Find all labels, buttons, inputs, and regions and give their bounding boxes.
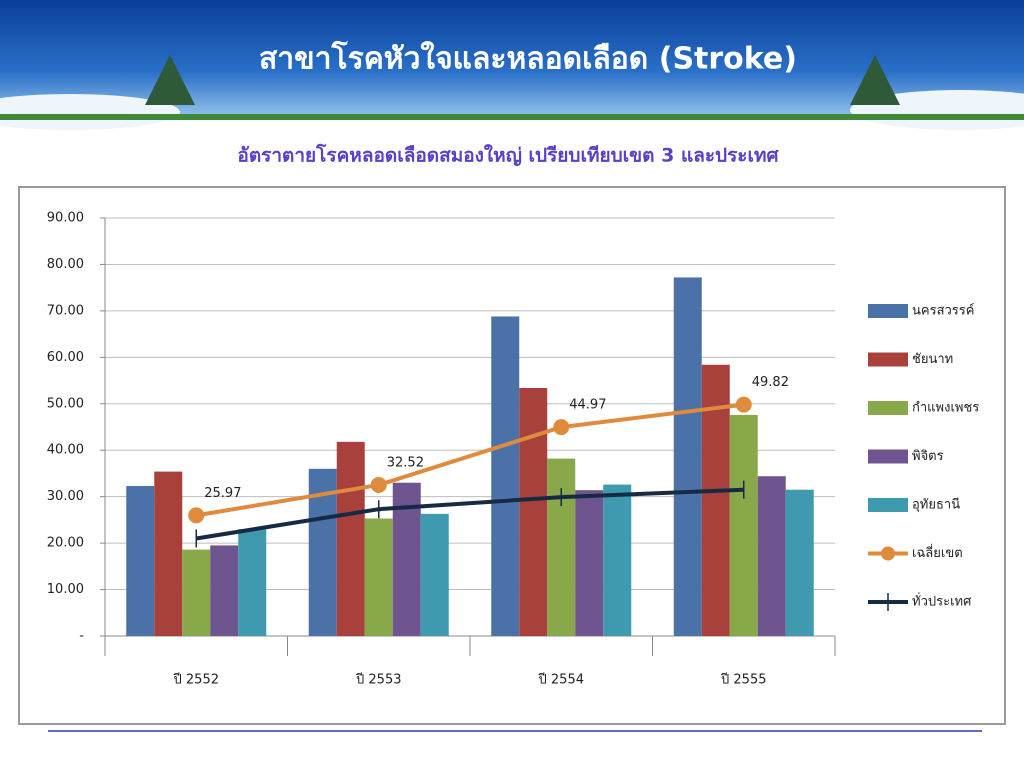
legend-swatch <box>868 449 908 464</box>
bar <box>757 476 786 636</box>
legend-swatch <box>881 546 895 561</box>
bar <box>547 458 576 636</box>
bar <box>238 529 267 636</box>
tree <box>850 55 900 105</box>
legend-label: ชัยนาท <box>912 352 953 367</box>
y-tick-label: 20.00 <box>47 536 84 551</box>
legend-label: กำแพงเพชร <box>912 401 979 416</box>
line <box>195 487 744 541</box>
legend-swatch <box>868 498 908 512</box>
legend-label: นครสวรรค์ <box>912 303 974 319</box>
bar <box>364 518 393 636</box>
legend-label: พิจิตร <box>912 449 944 464</box>
bar <box>673 277 702 636</box>
y-tick-label: - <box>79 629 84 644</box>
legend-label: อุทัยธานี <box>912 497 960 513</box>
y-tick-label: 70.00 <box>47 303 84 318</box>
x-tick-label: ปี 2553 <box>355 672 401 688</box>
bar <box>603 484 632 636</box>
bar <box>126 485 155 636</box>
bar <box>182 549 211 636</box>
x-tick-label: ปี 2554 <box>537 672 583 688</box>
legend-swatch <box>868 401 908 415</box>
legend-label: ทั่วประเทศ <box>912 593 972 610</box>
bar <box>519 387 548 636</box>
legend-swatch <box>868 352 908 367</box>
x-tick-label: ปี 2552 <box>172 672 218 688</box>
bar <box>785 489 814 636</box>
y-tick-label: 90.00 <box>47 211 84 226</box>
y-tick-label: 10.00 <box>47 582 84 597</box>
grass <box>0 114 1024 120</box>
tree <box>145 55 195 105</box>
bar <box>336 441 365 636</box>
slide-title: สาขาโรคหัวใจและหลอดเลือด (Stroke) <box>259 40 797 77</box>
marker <box>370 476 387 493</box>
data-label: 49.82 <box>752 375 789 390</box>
bar <box>729 414 758 636</box>
bar <box>210 545 239 636</box>
y-tick-label: 80.00 <box>47 257 84 272</box>
y-tick-label: 30.00 <box>47 489 84 504</box>
marker <box>735 396 752 413</box>
legend-label: เฉลี่ยเขต <box>912 544 963 561</box>
data-label: 32.52 <box>387 455 424 470</box>
data-label: 25.97 <box>204 486 241 501</box>
plot: - 10.00 20.00 30.00 40.00 50.00 60.00 70.00 80.0… <box>47 211 980 688</box>
bar <box>154 471 183 636</box>
marker <box>188 507 205 524</box>
bar <box>420 513 449 636</box>
line <box>195 402 744 518</box>
cloud <box>0 94 180 130</box>
y-tick-label: 60.00 <box>47 350 84 365</box>
x-tick-label: ปี 2555 <box>720 672 766 688</box>
data-label: 44.97 <box>569 398 606 413</box>
bar <box>575 490 604 636</box>
y-tick-label: 50.00 <box>47 396 84 411</box>
y-tick-label: 40.00 <box>47 443 84 458</box>
chart-title: อัตราตายโรคหลอดเลือดสมองใหญ่ เปรียบเทียบ… <box>237 144 779 167</box>
legend-swatch <box>868 304 908 318</box>
marker <box>553 419 570 436</box>
bar <box>491 316 520 636</box>
